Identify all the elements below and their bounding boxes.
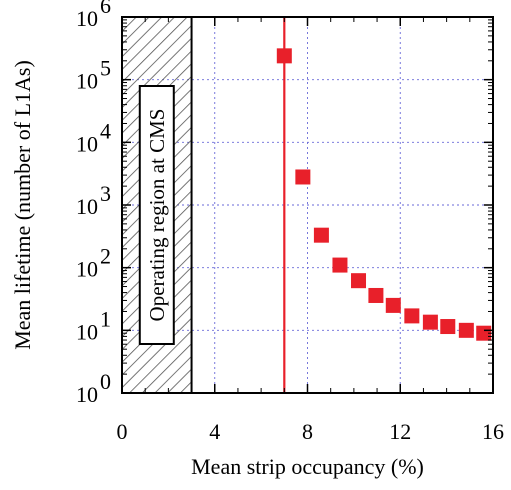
data-point bbox=[332, 257, 348, 273]
y-tick-label-exponent: 3 bbox=[100, 181, 111, 206]
y-tick-label-exponent: 6 bbox=[100, 0, 111, 18]
y-tick-label-exponent: 0 bbox=[100, 369, 111, 394]
y-tick-label-exponent: 1 bbox=[100, 306, 111, 331]
operating-region-label: Operating region at CMS bbox=[145, 109, 169, 322]
y-tick-label: 10 bbox=[76, 319, 98, 344]
data-point bbox=[440, 319, 456, 335]
data-point bbox=[351, 273, 367, 289]
data-point bbox=[422, 314, 438, 330]
data-point bbox=[276, 48, 292, 64]
y-tick-label-exponent: 5 bbox=[100, 56, 111, 81]
x-tick-label: 4 bbox=[209, 419, 220, 444]
y-tick-label: 10 bbox=[76, 69, 98, 94]
x-tick-label: 12 bbox=[389, 419, 411, 444]
y-tick-label: 10 bbox=[76, 194, 98, 219]
y-tick-label: 10 bbox=[76, 257, 98, 282]
series bbox=[276, 17, 492, 393]
y-tick-label-exponent: 2 bbox=[100, 244, 111, 269]
data-point bbox=[476, 325, 492, 341]
x-axis-label: Mean strip occupancy (%) bbox=[191, 454, 424, 479]
data-point bbox=[313, 227, 329, 243]
operating-region-label-box bbox=[138, 85, 175, 345]
data-point bbox=[404, 308, 420, 324]
y-tick-label-exponent: 4 bbox=[100, 118, 111, 143]
x-tick-label: 8 bbox=[302, 419, 313, 444]
data-point bbox=[458, 322, 474, 338]
data-point bbox=[385, 297, 401, 313]
x-tick-label: 0 bbox=[117, 419, 128, 444]
shaded-region: Operating region at CMS bbox=[121, 16, 193, 394]
y-tick-label: 10 bbox=[76, 382, 98, 407]
y-tick-label: 10 bbox=[76, 131, 98, 156]
data-point bbox=[295, 169, 311, 185]
x-tick-label: 16 bbox=[482, 419, 504, 444]
y-axis-label: Mean lifetime (number of L1As) bbox=[10, 60, 35, 350]
data-point bbox=[368, 287, 384, 303]
y-tick-label: 10 bbox=[76, 6, 98, 31]
